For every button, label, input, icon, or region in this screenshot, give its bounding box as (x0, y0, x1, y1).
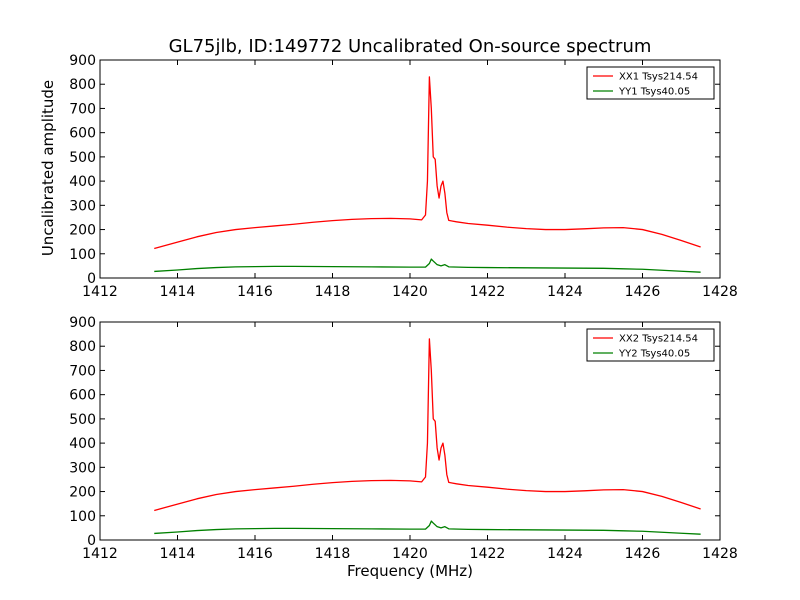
x-tick-label: 1422 (470, 546, 506, 562)
y-tick-label: 600 (69, 126, 96, 142)
x-tick-label: 1416 (237, 284, 273, 300)
plots-group: 1412 1414 1416 1418 1420 1422 1424 1426 1428 0 100… (69, 53, 738, 562)
x-tick-label: 1418 (315, 546, 351, 562)
series-line-red (154, 338, 701, 512)
x-tick-label: 1420 (392, 546, 428, 562)
y-tick-label: 600 (69, 388, 96, 404)
y-tick-label: 900 (69, 315, 96, 331)
y-tick-label: 700 (69, 101, 96, 117)
x-tick-label: 1424 (547, 546, 583, 562)
y-tick-label: 100 (69, 247, 96, 263)
x-tick-label: 1420 (392, 284, 428, 300)
y-tick-label: 200 (69, 223, 96, 239)
x-axis-label: Frequency (MHz) (347, 562, 473, 580)
series-line-green (154, 258, 701, 273)
x-tick-label: 1414 (160, 546, 196, 562)
legend-label: XX1 Tsys214.54 (619, 72, 698, 83)
x-tick-label: 1426 (625, 284, 661, 300)
x-tick-label: 1412 (82, 284, 118, 300)
y-tick-label: 400 (69, 436, 96, 452)
plot-2: 1412 1414 1416 1418 1420 1422 1424 1426 1428 0 100… (69, 315, 738, 562)
y-tick-label: 800 (69, 77, 96, 93)
x-tick-label: 1422 (470, 284, 506, 300)
legend: XX2 Tsys214.54 YY2 Tsys40.05 (586, 328, 715, 362)
series-line-green (154, 520, 701, 535)
y-tick-label: 400 (69, 174, 96, 190)
x-tick-label: 1428 (702, 546, 738, 562)
legend-box (586, 328, 715, 362)
y-tick-label: 500 (69, 150, 96, 166)
x-tick-label: 1424 (547, 284, 583, 300)
y-tick-label: 300 (69, 460, 96, 476)
legend-label: YY2 Tsys40.05 (618, 349, 690, 360)
plot-1: 1412 1414 1416 1418 1420 1422 1424 1426 1428 0 100… (69, 53, 738, 300)
y-tick-label: 0 (87, 271, 96, 287)
legend-box (586, 66, 715, 100)
x-tick-label: 1412 (82, 546, 118, 562)
x-tick-label: 1416 (237, 546, 273, 562)
series-line-red (154, 76, 701, 250)
chart-title: GL75jlb, ID:149772 Uncalibrated On-sourc… (169, 36, 652, 57)
y-tick-label: 500 (69, 412, 96, 428)
legend-label: YY1 Tsys40.05 (618, 87, 690, 98)
legend: XX1 Tsys214.54 YY1 Tsys40.05 (586, 66, 715, 100)
y-tick-label: 100 (69, 509, 96, 525)
y-tick-label: 900 (69, 53, 96, 69)
y-tick-label: 0 (87, 533, 96, 549)
x-tick-label: 1418 (315, 284, 351, 300)
y-tick-label: 300 (69, 198, 96, 214)
x-tick-label: 1414 (160, 284, 196, 300)
legend-label: XX2 Tsys214.54 (619, 334, 698, 345)
y-tick-label: 800 (69, 339, 96, 355)
y-tick-label: 700 (69, 363, 96, 379)
y-axis-label: Uncalibrated amplitude (39, 80, 57, 256)
x-tick-label: 1428 (702, 284, 738, 300)
x-tick-label: 1426 (625, 546, 661, 562)
y-tick-label: 200 (69, 485, 96, 501)
